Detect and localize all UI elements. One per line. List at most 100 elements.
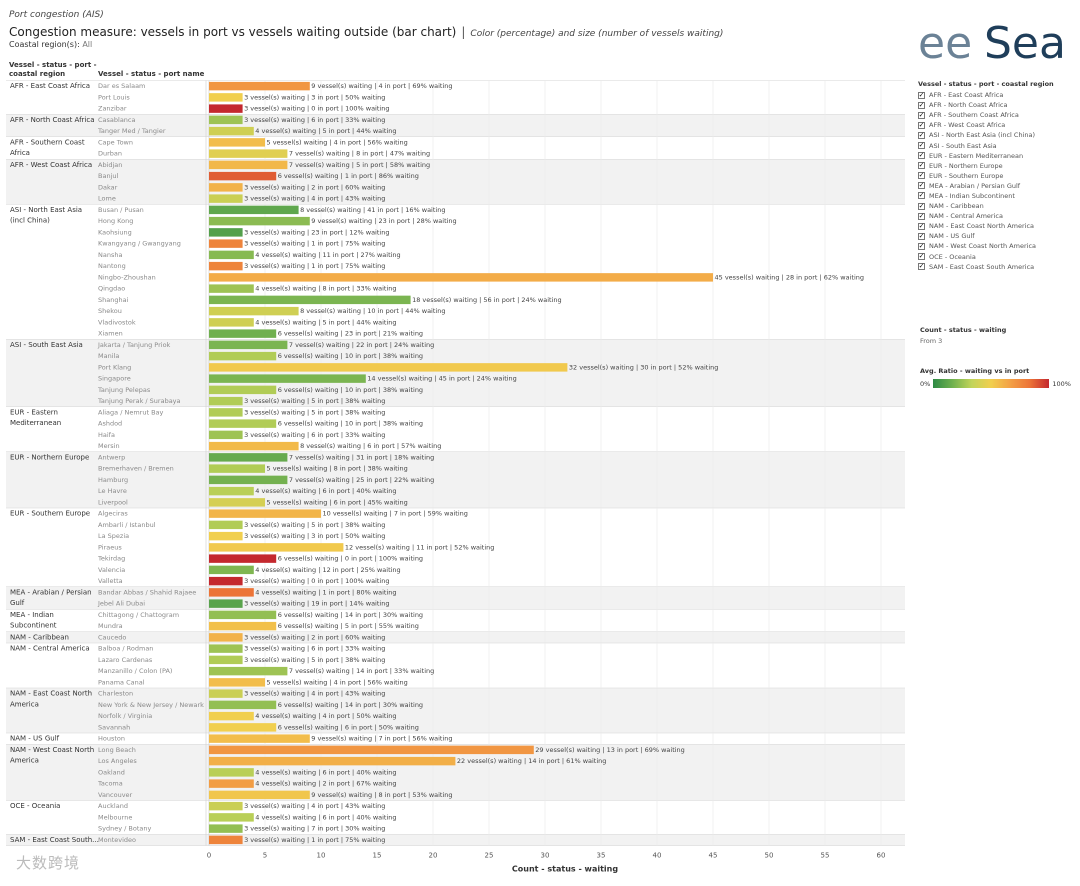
region-label: OCE - Oceania — [10, 802, 60, 810]
legend-item-label: NAM - Central America — [929, 212, 1003, 221]
data-bar — [209, 126, 254, 136]
bar-data-label: 9 vessel(s) waiting | 8 in port | 53% wa… — [311, 791, 452, 799]
checkbox-icon[interactable]: ✓ — [918, 181, 925, 190]
port-label: Vladivostok — [98, 318, 136, 326]
data-bar — [209, 666, 288, 676]
checkbox-icon[interactable]: ✓ — [918, 241, 925, 250]
port-label: Le Havre — [98, 487, 127, 495]
checkbox-icon[interactable]: ✓ — [918, 110, 925, 119]
checkbox-icon[interactable]: ✓ — [918, 201, 925, 210]
legend-item[interactable]: ✓ ASI - North East Asia (incl China) — [918, 130, 1078, 140]
legend-item-label: SAM - East Coast South America — [929, 262, 1035, 271]
legend-item[interactable]: ✓ AFR - East Coast Africa — [918, 90, 1078, 100]
legend-item[interactable]: ✓ EUR - Northern Europe — [918, 161, 1078, 171]
title-text: Congestion measure: vessels in port vs v… — [9, 25, 457, 39]
legend-item[interactable]: ✓ NAM - Caribbean — [918, 201, 1078, 211]
checkbox-icon[interactable]: ✓ — [918, 252, 925, 261]
legend-item[interactable]: ✓ SAM - East Coast South America — [918, 262, 1078, 272]
bar-data-label: 4 vessel(s) waiting | 6 in port | 40% wa… — [255, 487, 396, 495]
data-bar — [209, 486, 254, 496]
bar-data-label: 3 vessel(s) waiting | 2 in port | 60% wa… — [244, 183, 385, 191]
x-tick-label: 15 — [373, 852, 382, 860]
region-label: America — [10, 757, 39, 765]
data-bar — [209, 295, 411, 305]
region-label: AFR - East Coast Africa — [10, 82, 90, 90]
checkbox-icon[interactable]: ✓ — [918, 221, 925, 230]
legend-item[interactable]: ✓ NAM - US Gulf — [918, 231, 1078, 241]
checkbox-icon[interactable]: ✓ — [918, 262, 925, 271]
bar-data-label: 6 vessel(s) waiting | 10 in port | 38% w… — [278, 352, 423, 360]
data-bar — [209, 261, 243, 271]
legend-item[interactable]: ✓ NAM - Central America — [918, 211, 1078, 221]
region-label: AFR - West Coast Africa — [10, 161, 92, 169]
region-label: EUR - Southern Europe — [10, 510, 90, 518]
data-bar — [209, 419, 277, 428]
legend-item[interactable]: ✓ OCE - Oceania — [918, 252, 1078, 262]
checkbox-icon[interactable]: ✓ — [918, 141, 925, 150]
title-separator: | — [461, 25, 466, 39]
bar-data-label: 4 vessel(s) waiting | 5 in port | 44% wa… — [255, 127, 396, 135]
region-band — [6, 631, 905, 643]
data-bar — [209, 329, 277, 338]
data-bar — [209, 273, 713, 282]
checkbox-icon[interactable]: ✓ — [918, 120, 925, 129]
bar-data-label: 6 vessel(s) waiting | 23 in port | 21% w… — [278, 330, 423, 338]
port-label: Mundra — [98, 622, 123, 630]
bar-data-label: 4 vessel(s) waiting | 8 in port | 33% wa… — [255, 285, 396, 293]
checkbox-icon[interactable]: ✓ — [918, 171, 925, 180]
port-label: Shanghai — [98, 296, 129, 304]
x-tick-label: 45 — [709, 852, 718, 860]
checkbox-icon[interactable]: ✓ — [918, 90, 925, 99]
region-label: EUR - Eastern — [10, 408, 58, 416]
legend-item[interactable]: ✓ NAM - West Coast North America — [918, 241, 1078, 251]
port-label: Tekirdag — [97, 555, 125, 563]
port-label: Sydney / Botany — [98, 825, 151, 833]
color-gradient-bar — [933, 379, 1050, 388]
bar-data-label: 4 vessel(s) waiting | 6 in port | 40% wa… — [255, 768, 396, 776]
bar-data-label: 3 vessel(s) waiting | 1 in port | 75% wa… — [244, 262, 385, 270]
checkbox-icon[interactable]: ✓ — [918, 161, 925, 170]
legend-item[interactable]: ✓ ASI - South East Asia — [918, 140, 1078, 150]
legend-item[interactable]: ✓ MEA - Indian Subcontinent — [918, 191, 1078, 201]
data-bar — [209, 498, 265, 507]
checkbox-icon[interactable]: ✓ — [918, 211, 925, 220]
region-legend: Vessel - status - port - coastal region … — [918, 80, 1078, 272]
legend-item[interactable]: ✓ AFR - Southern Coast Africa — [918, 110, 1078, 120]
legend-item[interactable]: ✓ AFR - West Coast Africa — [918, 120, 1078, 130]
bar-data-label: 4 vessel(s) waiting | 12 in port | 25% w… — [255, 566, 400, 574]
legend-item[interactable]: ✓ AFR - North Coast Africa — [918, 100, 1078, 110]
data-bar — [209, 318, 254, 327]
bar-data-label: 3 vessel(s) waiting | 0 in port | 100% w… — [244, 105, 389, 113]
legend-item[interactable]: ✓ MEA - Arabian / Persian Gulf — [918, 181, 1078, 191]
legend-item-label: AFR - North Coast Africa — [929, 101, 1008, 110]
bar-data-label: 8 vessel(s) waiting | 41 in port | 16% w… — [300, 206, 445, 214]
checkbox-icon[interactable]: ✓ — [918, 191, 925, 200]
data-bar — [209, 644, 243, 653]
bar-data-label: 10 vessel(s) waiting | 7 in port | 59% w… — [323, 510, 468, 518]
checkbox-icon[interactable]: ✓ — [918, 130, 925, 139]
legend-item[interactable]: ✓ EUR - Southern Europe — [918, 171, 1078, 181]
bar-data-label: 4 vessel(s) waiting | 4 in port | 50% wa… — [255, 712, 396, 720]
legend-item-label: OCE - Oceania — [929, 252, 976, 261]
x-tick-label: 0 — [207, 852, 211, 860]
region-label: AFR - North Coast Africa — [10, 116, 95, 124]
region-label: NAM - Caribbean — [10, 633, 69, 641]
legend-item-label: NAM - Caribbean — [929, 202, 984, 211]
bar-data-label: 3 vessel(s) waiting | 3 in port | 50% wa… — [244, 93, 385, 101]
port-label: Port Klang — [98, 363, 131, 371]
checkbox-icon[interactable]: ✓ — [918, 151, 925, 160]
legend-item-label: MEA - Indian Subcontinent — [929, 191, 1015, 200]
checkbox-icon[interactable]: ✓ — [918, 231, 925, 240]
region-label: Subcontinent — [10, 622, 57, 630]
port-label: Savannah — [98, 723, 130, 731]
data-bar — [209, 576, 243, 586]
bar-data-label: 6 vessel(s) waiting | 10 in port | 38% w… — [278, 420, 423, 428]
congestion-bar-chart: AFR - East Coast Africa Dar es Salaam 9 ve… — [6, 80, 905, 874]
region-filter[interactable]: Coastal region(s): All — [9, 40, 92, 49]
legend-item[interactable]: ✓ NAM - East Coast North America — [918, 221, 1078, 231]
legend-item[interactable]: ✓ EUR - Eastern Mediterranean — [918, 151, 1078, 161]
region-label: NAM - US Gulf — [10, 735, 60, 743]
checkbox-icon[interactable]: ✓ — [918, 100, 925, 109]
port-label: Kaohsiung — [98, 228, 132, 236]
filter-value[interactable]: All — [82, 40, 93, 49]
